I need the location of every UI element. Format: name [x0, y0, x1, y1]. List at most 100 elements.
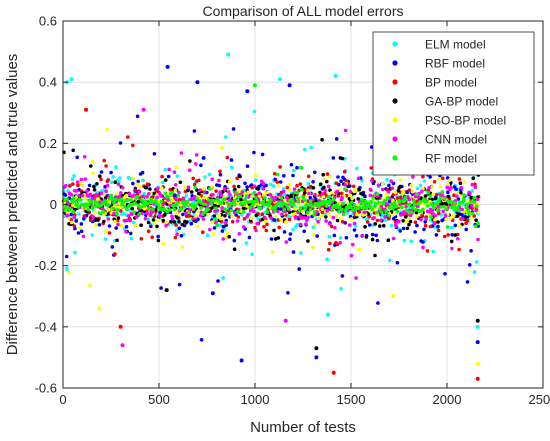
data-point: [268, 192, 273, 197]
data-point: [82, 155, 87, 159]
data-point: [344, 193, 349, 198]
data-point: [362, 202, 367, 207]
data-point: [254, 178, 258, 182]
data-point: [120, 343, 125, 348]
data-point: [324, 215, 328, 219]
data-point: [401, 226, 406, 231]
data-point: [436, 204, 441, 209]
data-point: [261, 202, 266, 207]
data-point: [265, 210, 270, 214]
data-point: [451, 213, 456, 218]
legend: ELM model RBF model BP model GA-BP model PSO…: [372, 31, 535, 176]
data-point: [373, 204, 377, 208]
data-point: [468, 191, 472, 196]
data-point: [129, 198, 133, 202]
data-point: [311, 225, 316, 229]
data-point: [334, 205, 339, 210]
data-point: [339, 191, 344, 196]
data-point: [436, 220, 440, 224]
data-point: [232, 247, 237, 251]
data-point: [415, 223, 419, 228]
data-point: [350, 200, 354, 205]
data-point: [462, 180, 467, 185]
data-point: [450, 233, 455, 237]
data-point: [197, 199, 201, 203]
legend-item: RBF model: [392, 57, 485, 71]
data-point: [449, 239, 454, 244]
data-point: [472, 200, 477, 204]
data-point: [413, 220, 418, 224]
data-point: [77, 212, 81, 216]
data-point: [445, 225, 450, 229]
data-point: [254, 196, 258, 200]
data-point: [395, 209, 400, 214]
data-point: [292, 212, 297, 216]
data-point: [326, 247, 331, 252]
data-point: [106, 178, 110, 182]
data-point: [343, 187, 347, 191]
data-point: [284, 220, 288, 224]
data-point: [117, 194, 122, 199]
data-point: [391, 198, 395, 203]
data-point: [222, 197, 226, 202]
data-point: [435, 208, 440, 213]
data-point: [135, 114, 140, 119]
data-point: [299, 216, 304, 220]
data-point: [195, 224, 200, 229]
legend-label: CNN model: [425, 133, 487, 147]
legend-item: PSO-BP model: [392, 114, 506, 128]
data-point: [207, 172, 212, 177]
data-point: [328, 188, 332, 192]
data-point: [162, 207, 166, 212]
data-point: [166, 195, 171, 199]
data-point: [175, 216, 180, 220]
data-point: [107, 199, 111, 204]
data-point: [194, 214, 198, 218]
data-point: [220, 145, 224, 150]
data-point: [462, 197, 466, 202]
legend-marker: [392, 60, 398, 66]
data-point: [264, 228, 269, 233]
data-point: [161, 218, 166, 223]
data-point: [311, 180, 315, 184]
data-point: [119, 209, 123, 213]
data-point: [74, 219, 78, 223]
data-point: [350, 196, 355, 201]
data-point: [370, 237, 375, 242]
data-point: [376, 183, 381, 187]
data-point: [279, 196, 284, 200]
data-point: [398, 202, 402, 206]
data-point: [460, 212, 464, 217]
data-point: [120, 186, 125, 190]
data-point: [212, 214, 217, 218]
data-point: [466, 208, 470, 212]
data-point: [333, 226, 337, 230]
data-point: [115, 238, 119, 243]
data-point: [186, 185, 191, 189]
data-point: [79, 177, 84, 182]
data-point: [272, 198, 276, 203]
data-point: [107, 196, 112, 201]
data-point: [304, 203, 308, 207]
data-point: [90, 159, 95, 163]
data-point: [305, 210, 310, 215]
data-point: [69, 77, 74, 82]
data-point: [154, 198, 158, 203]
data-point: [370, 207, 375, 212]
data-point: [337, 200, 342, 205]
data-point: [306, 215, 310, 220]
data-point: [286, 207, 291, 211]
data-point: [94, 223, 98, 227]
data-point: [415, 192, 419, 197]
data-point: [131, 181, 135, 186]
data-point: [436, 228, 441, 233]
data-point: [155, 193, 159, 197]
data-point: [373, 222, 378, 226]
data-point: [285, 204, 289, 208]
data-point: [278, 200, 282, 205]
data-point: [363, 225, 367, 229]
data-point: [192, 129, 197, 133]
data-point: [403, 195, 408, 200]
data-point: [189, 197, 194, 201]
data-point: [320, 137, 324, 142]
